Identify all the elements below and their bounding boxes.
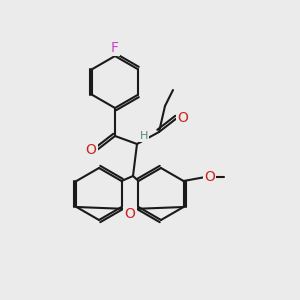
Text: F: F (111, 41, 119, 55)
Text: O: O (124, 207, 135, 221)
Text: O: O (178, 111, 188, 125)
Text: H: H (140, 131, 148, 141)
Text: O: O (204, 170, 215, 184)
Text: O: O (85, 143, 96, 157)
